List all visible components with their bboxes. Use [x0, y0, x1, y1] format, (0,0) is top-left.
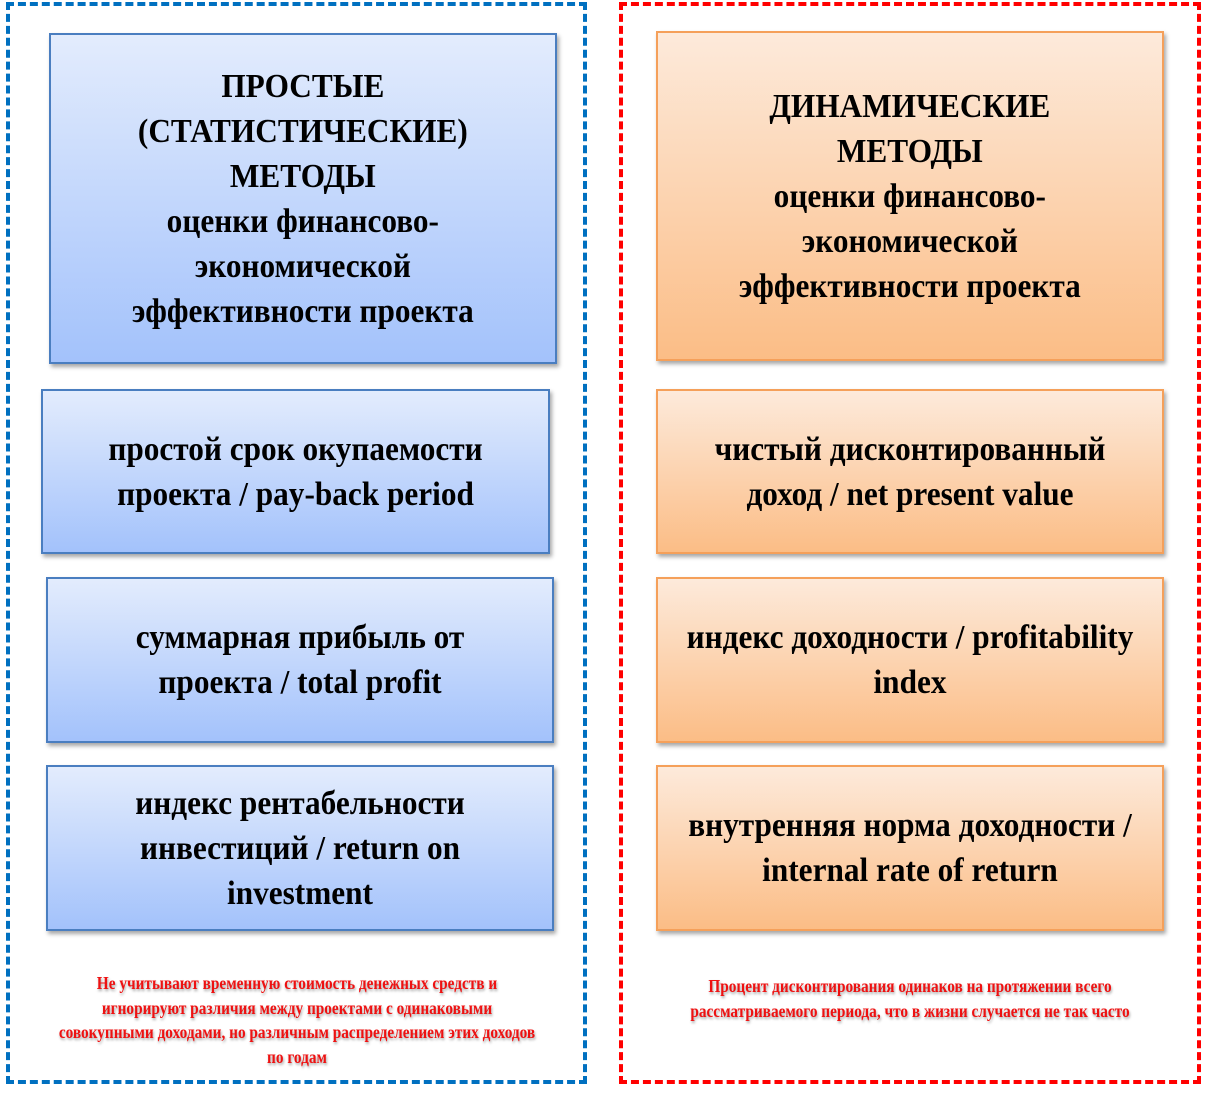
npv-box: чистый дисконтированный доход / net pres…	[656, 389, 1164, 554]
irr-box: внутренняя норма доходности / internal r…	[656, 765, 1164, 931]
simple-methods-frame	[6, 2, 587, 1084]
payback-period-text: простой срок окупаемости проекта / pay-b…	[108, 430, 483, 513]
dynamic-methods-note: Процент дисконтирования одинаков на прот…	[634, 974, 1186, 1023]
simple-methods-header: ПРОСТЫЕ (СТАТИСТИЧЕСКИЕ) МЕТОДЫ оценки ф…	[49, 33, 557, 364]
total-profit-text: суммарная прибыль от проекта / total pro…	[135, 619, 465, 701]
simple-methods-note: Не учитывают временную стоимость денежны…	[16, 971, 578, 1069]
profitability-index-text: индекс доходности / profitability index	[686, 619, 1134, 701]
profitability-index-box: индекс доходности / profitability index	[656, 577, 1164, 743]
irr-text: внутренняя норма доходности / internal r…	[688, 807, 1132, 889]
simple-methods-header-text: ПРОСТЫЕ (СТАТИСТИЧЕСКИЕ) МЕТОДЫ оценки ф…	[132, 67, 474, 330]
dynamic-methods-header-text: ДИНАМИЧЕСКИЕ МЕТОДЫ оценки финансово- эк…	[739, 87, 1081, 305]
roi-box: индекс рентабельности инвестиций / retur…	[46, 765, 554, 931]
dynamic-methods-header: ДИНАМИЧЕСКИЕ МЕТОДЫ оценки финансово- эк…	[656, 31, 1164, 361]
dynamic-methods-frame	[619, 2, 1201, 1084]
dynamic-methods-note-text: Процент дисконтирования одинаков на прот…	[690, 976, 1130, 1021]
payback-period-box: простой срок окупаемости проекта / pay-b…	[41, 389, 550, 554]
total-profit-box: суммарная прибыль от проекта / total pro…	[46, 577, 554, 743]
roi-text: индекс рентабельности инвестиций / retur…	[135, 784, 465, 912]
npv-text: чистый дисконтированный доход / net pres…	[714, 430, 1106, 513]
simple-methods-note-text: Не учитывают временную стоимость денежны…	[58, 973, 536, 1067]
